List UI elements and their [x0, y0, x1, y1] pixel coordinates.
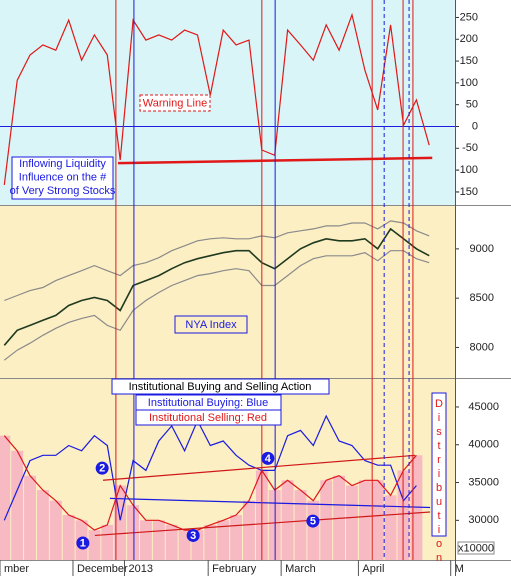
y-tick-label: 8000 [470, 341, 494, 353]
x-tick-label: December [77, 563, 128, 575]
marker-label: 2 [99, 463, 105, 475]
bar [11, 450, 24, 560]
marker [186, 528, 200, 542]
side-label: Distribution [433, 398, 445, 566]
bar [140, 520, 152, 560]
y-tick-label: -100 [456, 164, 478, 176]
marker-label: 5 [310, 515, 316, 527]
y-tick-label: 250 [460, 11, 478, 23]
trend-line [102, 454, 416, 481]
unit-box [457, 541, 495, 555]
bar [24, 475, 36, 560]
title-box [111, 378, 330, 395]
bar [178, 530, 191, 560]
legend-text: Institutional Buying: Blue [148, 397, 268, 409]
x-tick-label: M [455, 563, 464, 575]
bar [0, 435, 11, 560]
y-tick-label: 200 [460, 33, 478, 45]
bar [346, 485, 358, 560]
marker [95, 461, 109, 475]
series-line [4, 220, 430, 302]
legend-box [135, 409, 282, 426]
bar [371, 480, 384, 560]
bar [36, 490, 49, 560]
bar [101, 524, 114, 560]
bar [152, 520, 165, 560]
marker [261, 451, 275, 465]
legend-text: Institutional Selling: Red [149, 412, 267, 424]
legend-text: of Very Strong Stocks [10, 185, 116, 197]
y-tick-label: -150 [456, 186, 478, 198]
marker [76, 536, 90, 550]
marker-label: 4 [265, 453, 272, 465]
bar [165, 524, 178, 560]
y-tick-label: 30000 [468, 514, 499, 526]
x-tick-label: March [285, 563, 316, 575]
series-line [3, 435, 417, 531]
x-tick-label: February [212, 563, 257, 575]
trend-line [94, 511, 431, 537]
x-tick-label: 2013 [128, 563, 152, 575]
y-tick-label: 40000 [468, 439, 499, 451]
bar [294, 490, 307, 560]
warning-label-box [139, 94, 211, 112]
legend-box [174, 315, 248, 334]
y-tick-label: 150 [460, 55, 478, 67]
legend-text: Influence on the # [19, 171, 107, 183]
bar [243, 500, 255, 560]
bar [307, 500, 320, 560]
bar [281, 480, 294, 560]
series-line [3, 250, 430, 361]
bar [49, 500, 62, 560]
y-tick-label: -50 [462, 142, 478, 154]
legend-text: Inflowing Liquidity [19, 158, 106, 170]
y-tick-label: 100 [460, 77, 478, 89]
trend-line [109, 497, 431, 509]
x-tick-label: mber [4, 563, 29, 575]
series-line [3, 227, 430, 346]
series-line [3, 12, 430, 185]
side-label-box [431, 392, 447, 537]
bar [320, 480, 333, 560]
y-tick-label: 35000 [468, 476, 499, 488]
bar [114, 485, 127, 560]
bar [62, 515, 75, 560]
warning-label: Warning Line [143, 97, 207, 109]
marker-label: 3 [190, 530, 196, 542]
marker [306, 514, 320, 528]
y-tick-label: 9000 [470, 243, 494, 255]
y-tick-label: 45000 [468, 401, 499, 413]
panel-background [0, 206, 455, 378]
y-tick-label: 0 [472, 120, 478, 132]
y-tick-label: 8500 [470, 292, 494, 304]
bar [358, 480, 371, 560]
series-line [3, 414, 417, 521]
bar [191, 530, 204, 560]
bar [88, 530, 101, 560]
bar [384, 495, 397, 560]
y-unit: x10000 [458, 542, 494, 554]
legend-box [11, 156, 114, 200]
x-tick-label: April [362, 563, 384, 575]
legend-text: NYA Index [185, 319, 237, 331]
bar [230, 515, 243, 560]
marker-label: 1 [80, 537, 86, 549]
y-tick-label: 50 [466, 99, 478, 111]
bar [204, 524, 217, 560]
bar [217, 520, 230, 560]
chart-title: Institutional Buying and Selling Action [129, 381, 312, 393]
